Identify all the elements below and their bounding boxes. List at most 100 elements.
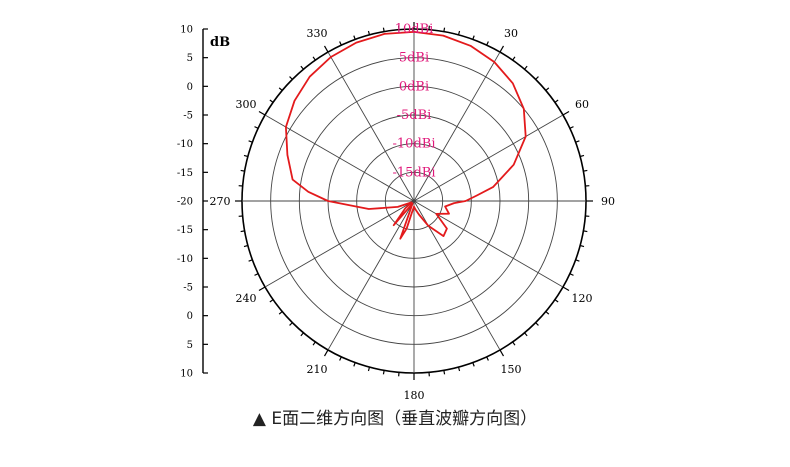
angle-label: 300 [235, 98, 256, 111]
angle-tick [300, 332, 304, 337]
radial-axis-unit: dB [210, 35, 230, 50]
angle-tick [583, 230, 588, 233]
angle-tick [486, 356, 489, 361]
angle-tick [312, 56, 316, 61]
radial-tick-label: 0 [187, 82, 193, 93]
angle-label: 150 [501, 363, 522, 376]
ring-labels: 10dBi 5dBi 0dBi -5dBi -10dBi -15dBi [393, 22, 436, 180]
angle-tick [339, 41, 342, 46]
angle-tick [353, 35, 356, 40]
angle-tick [254, 126, 259, 129]
angle-tick [323, 45, 329, 53]
angle-tick [569, 126, 574, 129]
grid-spoke [413, 51, 501, 202]
angle-tick [583, 169, 588, 172]
pattern-series [284, 31, 527, 240]
radial-axis: 10 5 0 -5 -10 -15 -20 -15 -10 -5 0 5 10 dB [177, 25, 230, 380]
angle-tick [382, 370, 385, 375]
grid-spoke [327, 51, 415, 202]
ring-label: -5dBi [397, 108, 432, 123]
radial-tick-label: -10 [177, 254, 193, 265]
angle-tick [323, 349, 329, 357]
angle-tick [248, 140, 253, 143]
ring-label: -15dBi [393, 165, 436, 180]
angle-label: 180 [404, 389, 425, 402]
radial-tick-label: -15 [177, 168, 193, 179]
polar-ticks [235, 22, 593, 380]
angle-tick [300, 65, 304, 70]
ring-label: 10dBi [395, 22, 434, 37]
angle-tick [575, 259, 580, 262]
radial-tick-label: -5 [183, 111, 193, 122]
angle-tick [289, 76, 293, 80]
angle-label: 30 [504, 27, 518, 40]
radial-tick-label: 10 [180, 25, 193, 36]
angle-label: 120 [572, 292, 593, 305]
angle-tick [554, 99, 559, 103]
radial-tick-label: -5 [183, 283, 193, 294]
ring-label: 0dBi [399, 79, 429, 94]
angle-label: 330 [307, 27, 328, 40]
radial-tick-label: 10 [180, 369, 193, 380]
angle-label: 270 [210, 195, 231, 208]
angle-tick [579, 154, 585, 158]
angle-labels: 30 60 90 120 150 180 210 240 270 300 330 [210, 27, 616, 402]
angle-tick [457, 30, 461, 36]
angle-tick [243, 244, 249, 248]
figure-caption: ▲ E面二维方向图（垂直波瓣方向图） [252, 409, 538, 429]
angle-label: 90 [601, 195, 615, 208]
angle-tick [569, 273, 574, 276]
angle-tick [289, 322, 293, 326]
radial-tick-label: -10 [177, 139, 193, 150]
angle-tick [443, 27, 446, 32]
angle-tick [382, 27, 385, 32]
angle-tick [579, 244, 585, 248]
angle-tick [278, 87, 283, 91]
angle-tick [240, 169, 245, 172]
angle-tick [535, 322, 539, 326]
angle-tick [457, 366, 461, 372]
angle-tick [258, 110, 266, 116]
radial-tick-label: 5 [187, 340, 193, 351]
angle-tick [545, 87, 550, 91]
angle-tick [367, 30, 371, 36]
angle-tick [243, 154, 249, 158]
angle-tick [248, 259, 253, 262]
ring-label: 5dBi [399, 51, 429, 66]
radial-tick-label: 5 [187, 53, 193, 64]
angle-tick [524, 332, 528, 337]
angle-tick [353, 362, 356, 367]
angle-tick [258, 286, 266, 292]
angle-tick [562, 286, 570, 292]
radial-tick-label: -20 [177, 197, 193, 208]
angle-tick [367, 366, 371, 372]
grid-spoke [413, 200, 564, 288]
angle-tick [512, 56, 516, 61]
pattern-line [284, 31, 527, 240]
angle-tick [524, 65, 528, 70]
grid-spoke [264, 200, 415, 288]
ring-label: -10dBi [393, 137, 436, 152]
angle-tick [240, 230, 245, 233]
angle-tick [499, 349, 505, 357]
angle-tick [269, 299, 274, 303]
angle-tick [562, 110, 570, 116]
angle-tick [472, 35, 475, 40]
angle-tick [254, 273, 259, 276]
angle-tick [339, 356, 342, 361]
angle-tick [278, 311, 283, 315]
angle-tick [486, 41, 489, 46]
angle-label: 240 [235, 292, 256, 305]
angle-tick [575, 140, 580, 143]
angle-tick [554, 299, 559, 303]
angle-label: 60 [575, 98, 589, 111]
grid-spoke [327, 200, 415, 351]
angle-tick [472, 362, 475, 367]
angle-tick [499, 45, 505, 53]
angle-tick [269, 99, 274, 103]
grid-spoke [264, 114, 415, 202]
grid-spoke [413, 114, 564, 202]
angle-tick [545, 311, 550, 315]
angle-tick [443, 370, 446, 375]
